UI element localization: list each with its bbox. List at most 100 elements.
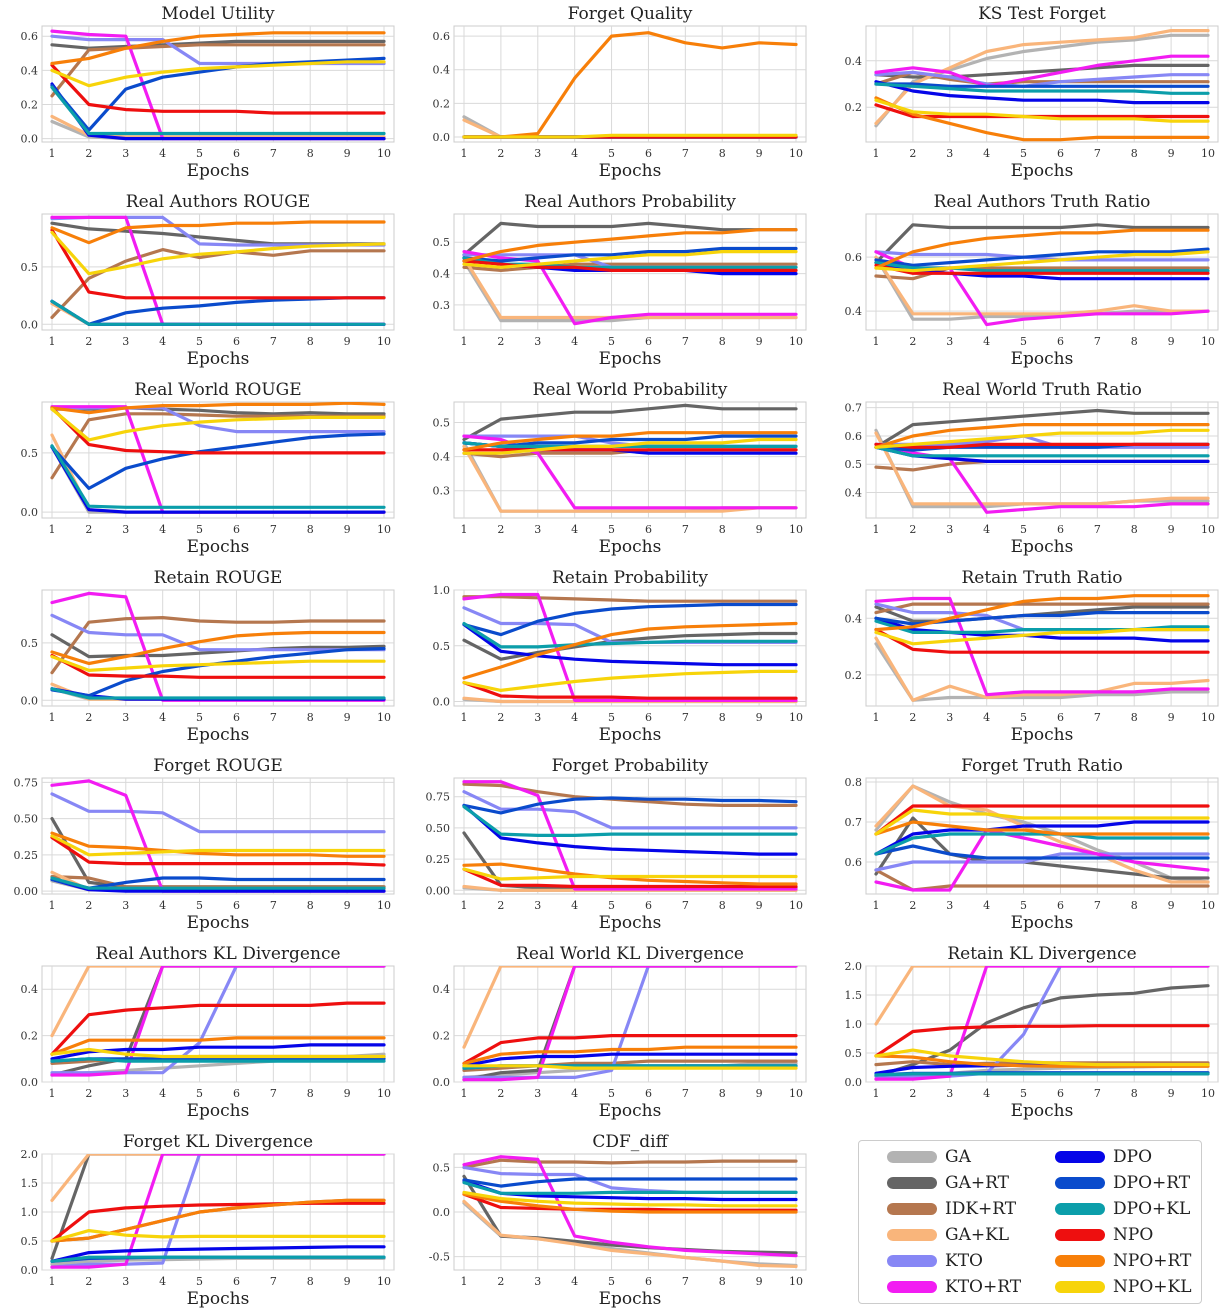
x-axis-label: Epochs — [599, 1289, 662, 1309]
x-tick-label: 7 — [270, 147, 277, 160]
series-line-kto — [874, 250, 1210, 262]
x-tick-label: 9 — [1168, 147, 1175, 160]
x-tick-label: 10 — [789, 523, 803, 536]
series-line-npo-kl — [874, 98, 1210, 123]
x-tick-label: 8 — [719, 1275, 726, 1288]
x-tick-label: 6 — [233, 899, 240, 912]
chart-title: Retain Probability — [552, 568, 708, 588]
legend-label: NPO — [1113, 1225, 1154, 1245]
series-line-dpo — [874, 80, 1210, 105]
series-line-dpo — [462, 622, 798, 667]
x-tick-label: 10 — [377, 1087, 391, 1100]
x-tick-label: 10 — [1201, 523, 1215, 536]
x-axis-label: Epochs — [187, 1101, 250, 1121]
legend-label: GA+KL — [945, 1225, 1010, 1245]
x-tick-label: 5 — [608, 1275, 615, 1288]
series-line-npo — [50, 1001, 386, 1056]
x-tick-label: 3 — [534, 1087, 541, 1100]
x-tick-label: 9 — [1168, 523, 1175, 536]
x-tick-label: 2 — [497, 1275, 504, 1288]
y-tick-label: 0.8 — [845, 776, 863, 789]
x-tick-label: 4 — [571, 335, 578, 348]
x-axis-label: Epochs — [1011, 725, 1074, 745]
x-tick-label: 5 — [1020, 147, 1027, 160]
x-tick-label: 8 — [1131, 335, 1138, 348]
x-axis-label: Epochs — [187, 913, 250, 933]
series-line-kto-rt — [462, 780, 798, 891]
legend-swatch — [887, 1203, 937, 1215]
x-tick-label: 2 — [497, 335, 504, 348]
series-line-npo-kl — [50, 407, 386, 442]
x-tick-label: 1 — [49, 523, 56, 536]
x-tick-label: 2 — [85, 1275, 92, 1288]
series-line-dpo — [50, 82, 386, 141]
x-tick-label: 7 — [1094, 147, 1101, 160]
y-tick-label: 1.5 — [845, 989, 863, 1002]
series-line-dpo — [462, 803, 798, 856]
series-line-ga-kl — [462, 1199, 798, 1268]
series-line-dpo-rt — [462, 1177, 798, 1188]
y-tick-label: 0.7 — [845, 816, 863, 829]
series-line-npo — [462, 867, 798, 889]
y-tick-label: 0.0 — [21, 694, 39, 707]
chart-title: Model Utility — [161, 4, 275, 24]
x-tick-label: 3 — [534, 335, 541, 348]
chart-title: CDF_diff — [592, 1132, 669, 1152]
y-tick-label: 0.7 — [845, 402, 863, 415]
y-tick-label: 0.3 — [433, 485, 451, 498]
x-tick-label: 10 — [1201, 899, 1215, 912]
x-tick-label: 9 — [1168, 899, 1175, 912]
chart-title: Retain Truth Ratio — [961, 568, 1122, 588]
x-axis-label: Epochs — [599, 349, 662, 369]
series-line-npo — [462, 1192, 798, 1212]
x-tick-label: 1 — [49, 899, 56, 912]
x-tick-label: 7 — [270, 711, 277, 724]
y-tick-label: 0.0 — [433, 1076, 451, 1089]
series-line-dpo-kl — [50, 85, 386, 136]
series-line-ga-kl — [462, 444, 798, 513]
x-tick-label: 8 — [1131, 523, 1138, 536]
series-line-npo — [50, 406, 386, 455]
legend-item-ga: GA — [887, 1145, 971, 1169]
x-tick-label: 6 — [233, 523, 240, 536]
x-tick-label: 4 — [159, 523, 166, 536]
series-group — [462, 1155, 798, 1268]
x-axis-label: Epochs — [1011, 161, 1074, 181]
x-tick-label: 5 — [1020, 899, 1027, 912]
x-tick-label: 5 — [196, 335, 203, 348]
x-tick-label: 3 — [122, 711, 129, 724]
y-tick-label: 1.0 — [845, 1018, 863, 1031]
x-tick-label: 9 — [756, 335, 763, 348]
series-line-npo — [874, 442, 1210, 449]
series-line-npo-kl — [462, 1064, 798, 1070]
series-line-dpo-rt — [50, 876, 386, 890]
x-tick-label: 7 — [270, 1275, 277, 1288]
y-tick-label: 0.6 — [433, 30, 451, 43]
y-tick-label: 0.5 — [433, 1161, 451, 1174]
x-tick-label: 7 — [1094, 899, 1101, 912]
series-line-ga-rt — [462, 966, 798, 1082]
y-tick-label: 0.0 — [433, 696, 451, 709]
legend-label: KTO — [945, 1251, 983, 1271]
legend-item-dpo: DPO — [1055, 1145, 1152, 1169]
chart-title: Forget Truth Ratio — [961, 756, 1123, 776]
series-line-ga-rt — [874, 408, 1210, 449]
x-tick-label: 9 — [756, 147, 763, 160]
x-tick-label: 10 — [1201, 335, 1215, 348]
chart-retain-kl-divergence: 1 2 3 4 5 6 7 8 9 10 0.0 0.5 1.0 1.5 2.0 Retain KL Dive… — [845, 944, 1219, 1121]
plot-frame — [865, 589, 1219, 707]
legend-label: DPO — [1113, 1147, 1153, 1167]
series-line-dpo-kl — [874, 1072, 1210, 1077]
x-tick-label: 9 — [344, 147, 351, 160]
series-line-idk-rt — [50, 615, 386, 675]
x-tick-label: 2 — [497, 523, 504, 536]
x-tick-label: 4 — [571, 523, 578, 536]
x-tick-label: 10 — [789, 899, 803, 912]
chart-retain-probability: 1 2 3 4 5 6 7 8 9 10 0.0 0.5 1.0 Retain Probability Ep… — [433, 568, 807, 745]
x-tick-label: 9 — [344, 1275, 351, 1288]
x-tick-label: 8 — [1131, 711, 1138, 724]
y-tick-label: 0.0 — [21, 1076, 39, 1089]
series-line-npo — [50, 63, 386, 115]
chart-real-world-truth-ratio: 1 2 3 4 5 6 7 8 9 10 0.4 0.5 0.6 0.7 Real World Truth … — [845, 380, 1219, 557]
x-tick-label: 10 — [1201, 1087, 1215, 1100]
